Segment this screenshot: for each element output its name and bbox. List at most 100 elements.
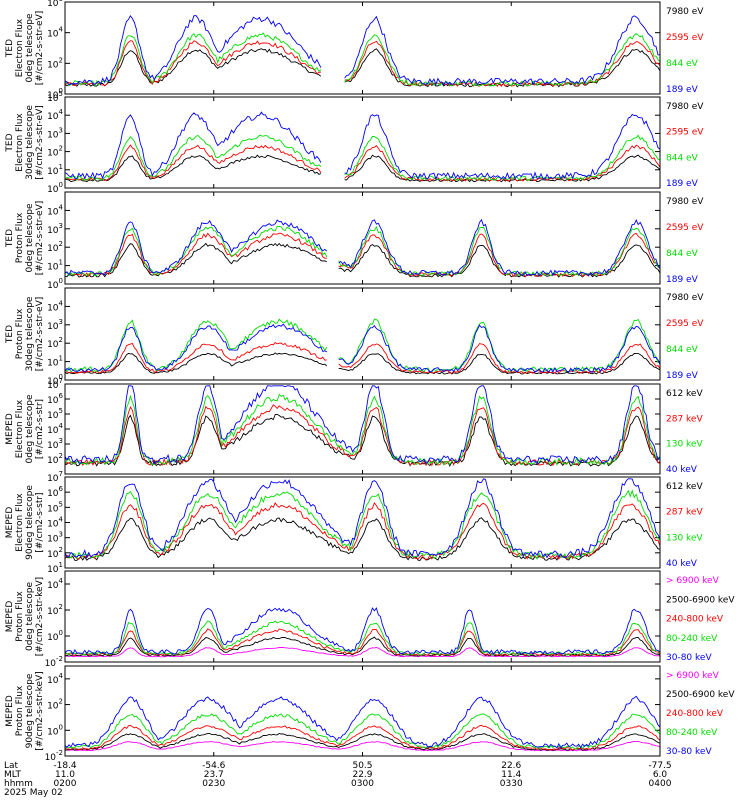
series-line [64,489,661,560]
axis-row-value: 22.9 [352,770,372,780]
legend-entry: 2595 eV [666,128,704,138]
axis-row-value: -18.4 [53,761,77,771]
panel-frame [64,191,661,285]
y-axis-label: [#/cm2-s-str-eV] [35,201,45,276]
legend-entry: 240-800 keV [666,709,724,719]
series-line [64,342,661,374]
series-line [64,695,661,749]
axis-row-value: 11.0 [55,770,75,780]
legend-entry: 40 keV [666,559,698,569]
chart-panel-8: MEPED Proton Flux 90deg telescope [#/cm2-s-… [5,665,735,763]
chart-panel-1: TED Electron Flux 0deg telescope [#/cm2-s-s… [5,0,704,101]
chart-panel-7: MEPED Proton Flux 0deg telescope [#/cm2-s-s… [5,570,735,669]
series-line [64,40,661,88]
y-axis-label: [#/cm2-s-str-eV] [35,11,45,86]
y-axis-label: TED [5,39,15,58]
legend-entry: 844 eV [666,345,699,355]
y-tick-label: 101 [47,163,63,177]
legend-entry: 844 eV [666,59,699,69]
y-axis-label: Proton Flux [15,685,25,736]
axis-row-value: 0330 [500,779,523,789]
y-tick-label: 104 [47,108,63,122]
series-line [64,607,661,656]
y-tick-label: 103 [47,531,63,545]
y-tick-label: 104 [47,299,63,313]
y-tick-label: 100 [47,277,63,291]
y-tick-label: 105 [47,407,63,421]
legend-entry: 844 eV [666,153,699,163]
y-axis-label: Electron Flux [15,493,25,552]
series-line [64,385,661,465]
y-tick-label: 102 [47,240,63,254]
legend-entry: 189 eV [666,371,699,381]
y-tick-label: 102 [47,145,63,159]
y-tick-label: 102 [47,336,63,350]
axis-row-value: 0400 [649,779,672,789]
axis-row-value: 23.7 [204,770,224,780]
y-tick-label: 101 [47,561,63,575]
legend-entry: 2595 eV [666,319,704,329]
legend-entry: 189 eV [666,275,699,285]
legend-entry: 240-800 keV [666,615,724,625]
y-tick-label: 104 [47,26,63,40]
y-axis-label: 90deg telescope [25,673,35,748]
chart-panel-5: MEPED Electron Flux 0deg telescope [#/cm2-s… [5,377,703,475]
y-tick-label: 105 [47,90,63,104]
y-axis-label: 0deg telescope [25,582,35,652]
y-tick-label: 104 [47,672,63,686]
y-tick-label: 102 [47,698,63,712]
y-tick-label: 107 [47,377,63,391]
axis-row-value: 0300 [351,779,374,789]
y-tick-label: 105 [47,500,63,514]
legend-entry: > 6900 keV [666,576,720,586]
y-tick-label: 100 [47,87,63,101]
y-axis-label: [#/cm2-s-str-eV] [35,105,45,180]
legend-entry: 7980 eV [666,7,704,17]
y-axis-label: [#/cm2-s-str] [35,492,45,552]
y-axis-label: [#/cm2-s-str-keV] [35,671,45,750]
date-label: 2025 May 02 [4,788,63,798]
y-axis-label: TED [5,325,15,344]
series-line [64,218,661,277]
series-line [64,352,661,375]
series-line [64,242,661,278]
axis-row-value: 11.4 [501,770,521,780]
y-tick-label: 101 [47,355,63,369]
y-tick-label: 102 [47,56,63,70]
legend-entry: 287 keV [666,508,703,518]
legend-entry: 80-240 keV [666,728,718,738]
y-axis-label: MEPED [5,601,15,633]
legend-entry: 7980 eV [666,293,704,303]
series-line [64,620,661,656]
y-axis-label: MEPED [5,695,15,727]
y-tick-label: 102 [47,452,63,466]
series-line [64,225,661,277]
legend-entry: 7980 eV [666,102,704,112]
legend-entry: 130 keV [666,533,703,543]
y-tick-label: 103 [47,437,63,451]
series-line [64,14,660,86]
time-axis: Lat -18.4 -54.6 50.5 22.6 -77.5 MLT 11.0 23.7 22.… [4,761,672,798]
y-axis-label: 0deg telescope [25,394,35,464]
series-line [64,636,661,657]
legend-entry: 287 keV [666,414,703,424]
y-tick-label: 103 [47,222,63,236]
legend-entry: 2500-6900 keV [666,595,735,605]
y-axis-label: [#/cm2-s-str] [35,399,45,459]
series-line [64,404,661,467]
y-tick-label: 104 [47,203,63,217]
legend-entry: 612 keV [666,389,703,399]
axis-row-value: 0230 [202,779,225,789]
y-axis-label: 0deg telescope [25,13,35,83]
y-axis-label: MEPED [5,507,15,539]
series-line [64,154,661,183]
y-tick-label: 100 [47,181,63,195]
series-line [64,32,661,87]
y-tick-label: 107 [47,470,63,484]
axis-row-value: 22.6 [501,761,521,771]
panel-frame [64,665,661,757]
y-tick-label: 104 [47,577,63,591]
chart-panel-6: MEPED Electron Flux 90deg telescope [#/cm2-… [5,470,703,575]
y-axis-label: Proton Flux [15,212,25,263]
